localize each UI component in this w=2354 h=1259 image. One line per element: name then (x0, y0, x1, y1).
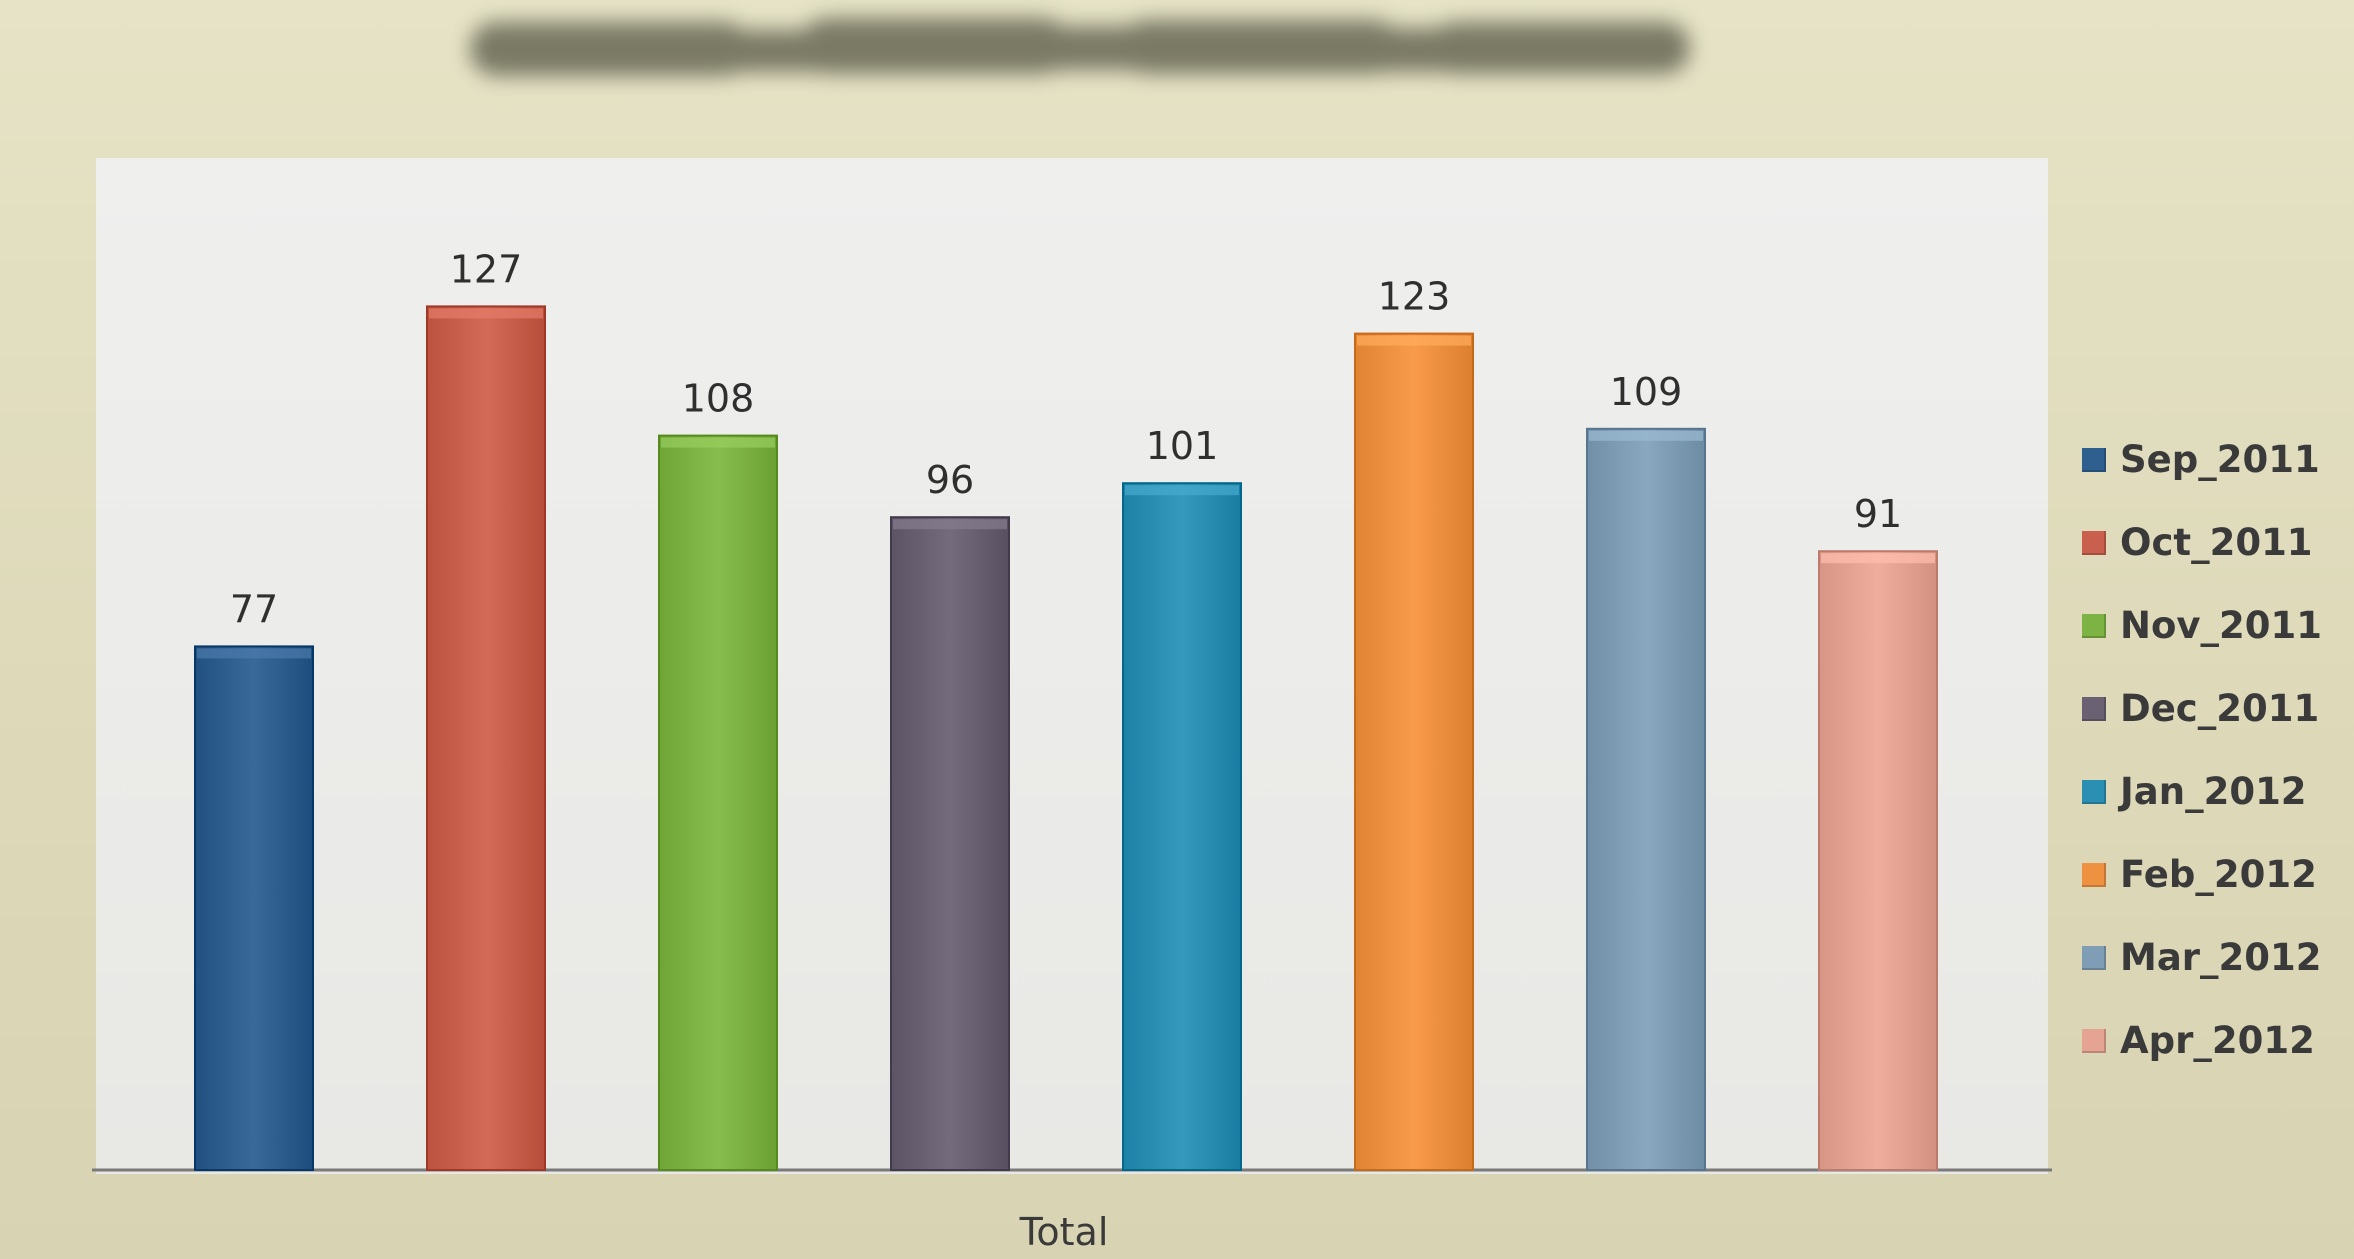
legend-swatch-oct-2011 (2082, 530, 2106, 555)
legend-item-apr-2012: Apr_2012 (2082, 999, 2342, 1082)
bar-cap-nov-2011 (661, 437, 775, 448)
data-label-mar-2012: 109 (1610, 370, 1683, 414)
data-label-dec-2011: 96 (926, 458, 974, 502)
data-labels-layer: 77 127 108 96 101 123 109 91 (230, 247, 1902, 631)
blurred-title-overlay (470, 10, 1700, 90)
bars-layer (194, 305, 1938, 1172)
legend-item-dec-2011: Dec_2011 (2082, 667, 2342, 750)
bar-cap-feb-2012 (1357, 335, 1471, 346)
legend-label-mar-2012: Mar_2012 (2120, 936, 2322, 979)
data-label-apr-2012: 91 (1854, 492, 1902, 536)
legend-swatch-dec-2011 (2082, 696, 2106, 721)
legend-swatch-mar-2012 (2082, 945, 2106, 970)
legend-item-jan-2012: Jan_2012 (2082, 750, 2342, 833)
legend-label-oct-2011: Oct_2011 (2120, 521, 2313, 564)
bar-cap-apr-2012 (1821, 553, 1935, 564)
legend-item-oct-2011: Oct_2011 (2082, 501, 2342, 584)
bar-feb-2012 (1354, 332, 1474, 1172)
legend-label-jan-2012: Jan_2012 (2120, 770, 2307, 813)
legend-item-mar-2012: Mar_2012 (2082, 916, 2342, 999)
chart-legend: Sep_2011 Oct_2011 Nov_2011 Dec_2011 Jan_… (2082, 418, 2342, 1082)
legend-label-nov-2011: Nov_2011 (2120, 604, 2322, 647)
legend-item-nov-2011: Nov_2011 (2082, 584, 2342, 667)
bar-cap-sep-2011 (197, 648, 311, 659)
data-label-nov-2011: 108 (682, 377, 755, 421)
x-axis-label: Total (1019, 1210, 1109, 1254)
legend-swatch-jan-2012 (2082, 779, 2106, 804)
bar-cap-dec-2011 (893, 519, 1007, 530)
legend-swatch-apr-2012 (2082, 1028, 2106, 1053)
legend-label-apr-2012: Apr_2012 (2120, 1019, 2315, 1062)
legend-swatch-sep-2011 (2082, 447, 2106, 472)
plot-panel (96, 158, 2048, 1174)
legend-swatch-nov-2011 (2082, 613, 2106, 638)
data-label-feb-2012: 123 (1378, 275, 1451, 319)
bar-sep-2011 (194, 645, 314, 1171)
bar-jan-2012 (1122, 482, 1242, 1171)
bar-cap-jan-2012 (1125, 485, 1239, 496)
data-label-sep-2011: 77 (230, 587, 278, 631)
legend-label-dec-2011: Dec_2011 (2120, 687, 2320, 730)
data-label-jan-2012: 101 (1146, 424, 1219, 468)
bar-dec-2011 (890, 516, 1010, 1171)
data-label-oct-2011: 127 (450, 247, 523, 291)
bar-oct-2011 (426, 305, 546, 1171)
legend-item-feb-2012: Feb_2012 (2082, 833, 2342, 916)
legend-label-feb-2012: Feb_2012 (2120, 853, 2317, 896)
bar-mar-2012 (1586, 427, 1706, 1171)
legend-swatch-feb-2012 (2082, 862, 2106, 887)
bar-apr-2012 (1818, 550, 1938, 1171)
bar-cap-oct-2011 (429, 308, 543, 319)
legend-item-sep-2011: Sep_2011 (2082, 418, 2342, 501)
bar-cap-mar-2012 (1589, 430, 1703, 441)
bar-nov-2011 (658, 434, 778, 1172)
legend-label-sep-2011: Sep_2011 (2120, 438, 2320, 481)
